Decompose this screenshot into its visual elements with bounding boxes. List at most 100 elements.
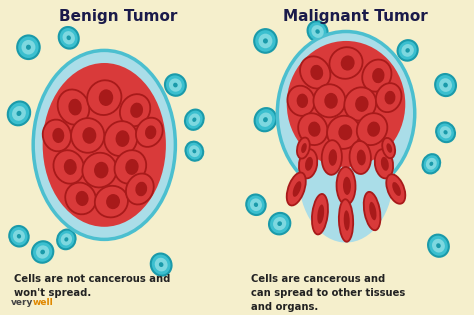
Ellipse shape	[349, 141, 371, 174]
Ellipse shape	[277, 32, 415, 195]
Ellipse shape	[106, 194, 120, 209]
Ellipse shape	[315, 29, 320, 34]
Ellipse shape	[43, 63, 166, 227]
Ellipse shape	[36, 245, 49, 259]
Ellipse shape	[26, 45, 31, 50]
Ellipse shape	[13, 230, 25, 243]
Ellipse shape	[71, 118, 104, 153]
Ellipse shape	[428, 235, 449, 257]
Text: Cells are not cancerous and
won't spread.: Cells are not cancerous and won't spread…	[14, 274, 171, 298]
Ellipse shape	[17, 111, 21, 116]
Ellipse shape	[185, 142, 203, 161]
Ellipse shape	[392, 182, 401, 196]
Ellipse shape	[376, 83, 401, 112]
Ellipse shape	[301, 143, 307, 153]
Ellipse shape	[250, 198, 262, 211]
Ellipse shape	[337, 167, 356, 205]
Ellipse shape	[58, 89, 89, 125]
Ellipse shape	[273, 217, 286, 230]
Ellipse shape	[192, 117, 196, 122]
Ellipse shape	[254, 29, 277, 53]
Ellipse shape	[57, 230, 75, 249]
Ellipse shape	[63, 31, 75, 44]
Ellipse shape	[120, 94, 150, 126]
Ellipse shape	[9, 226, 28, 247]
Ellipse shape	[59, 27, 79, 49]
Ellipse shape	[64, 237, 68, 242]
Ellipse shape	[185, 110, 204, 130]
Ellipse shape	[95, 186, 128, 217]
Ellipse shape	[324, 93, 338, 109]
Ellipse shape	[382, 138, 395, 158]
Ellipse shape	[329, 47, 363, 79]
Ellipse shape	[116, 130, 129, 147]
Ellipse shape	[436, 243, 441, 248]
Ellipse shape	[312, 194, 328, 234]
Ellipse shape	[125, 159, 138, 175]
Ellipse shape	[422, 154, 440, 174]
Ellipse shape	[401, 44, 414, 57]
Text: Malignant Tumor: Malignant Tumor	[283, 9, 428, 25]
Ellipse shape	[255, 108, 276, 131]
Ellipse shape	[429, 162, 433, 166]
Ellipse shape	[259, 112, 272, 127]
Ellipse shape	[66, 35, 71, 40]
Ellipse shape	[21, 40, 36, 54]
Ellipse shape	[54, 150, 84, 184]
Ellipse shape	[76, 191, 89, 206]
Ellipse shape	[355, 96, 369, 112]
Ellipse shape	[246, 194, 265, 215]
Ellipse shape	[151, 254, 172, 276]
Ellipse shape	[305, 157, 313, 171]
Text: well: well	[32, 298, 53, 307]
Ellipse shape	[104, 121, 137, 156]
Ellipse shape	[440, 126, 451, 138]
Ellipse shape	[258, 34, 273, 48]
Ellipse shape	[444, 130, 447, 135]
Ellipse shape	[82, 127, 96, 144]
Ellipse shape	[398, 40, 418, 61]
Ellipse shape	[344, 210, 350, 231]
Ellipse shape	[87, 80, 121, 115]
Ellipse shape	[130, 103, 143, 118]
Ellipse shape	[254, 203, 258, 207]
Ellipse shape	[61, 233, 72, 245]
Ellipse shape	[328, 149, 337, 166]
Ellipse shape	[381, 157, 389, 171]
Ellipse shape	[299, 110, 393, 243]
Ellipse shape	[136, 118, 163, 147]
Ellipse shape	[169, 78, 182, 92]
Ellipse shape	[263, 38, 268, 43]
Ellipse shape	[364, 192, 381, 230]
Ellipse shape	[344, 87, 376, 121]
Ellipse shape	[263, 117, 268, 122]
Ellipse shape	[189, 113, 200, 126]
Ellipse shape	[68, 99, 82, 116]
Ellipse shape	[287, 173, 306, 205]
Ellipse shape	[443, 83, 448, 88]
Ellipse shape	[311, 25, 324, 38]
Ellipse shape	[386, 174, 405, 204]
Ellipse shape	[173, 83, 178, 87]
Ellipse shape	[136, 182, 147, 196]
Ellipse shape	[384, 91, 395, 105]
Ellipse shape	[189, 145, 200, 157]
Ellipse shape	[293, 181, 301, 197]
Ellipse shape	[99, 89, 113, 106]
Ellipse shape	[439, 78, 452, 92]
Text: very: very	[10, 298, 33, 307]
Ellipse shape	[17, 36, 40, 59]
Ellipse shape	[298, 113, 328, 145]
Ellipse shape	[322, 140, 342, 175]
Ellipse shape	[94, 162, 109, 178]
Ellipse shape	[115, 150, 146, 184]
Ellipse shape	[386, 143, 392, 153]
Ellipse shape	[367, 122, 380, 137]
Ellipse shape	[300, 56, 330, 89]
Ellipse shape	[375, 149, 393, 178]
Ellipse shape	[436, 123, 455, 142]
Ellipse shape	[145, 125, 156, 139]
Ellipse shape	[341, 55, 355, 71]
Text: Benign Tumor: Benign Tumor	[59, 9, 178, 25]
Ellipse shape	[369, 202, 376, 220]
